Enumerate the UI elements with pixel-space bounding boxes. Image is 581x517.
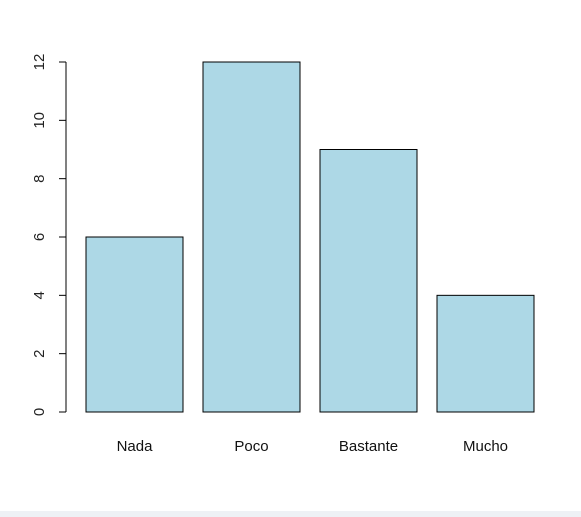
y-tick-label: 12 [31, 54, 48, 71]
bar-mucho [436, 294, 535, 413]
bottom-strip [0, 511, 581, 517]
x-category-label: Nada [117, 438, 154, 455]
bars [85, 61, 535, 413]
y-tick-label: 2 [31, 349, 48, 357]
y-tick-label: 6 [31, 233, 48, 241]
y-tick-label: 4 [31, 291, 48, 299]
x-category-label: Mucho [463, 438, 508, 455]
bar-nada [85, 236, 184, 413]
x-category-label: Poco [234, 438, 268, 455]
bar-bastante [319, 149, 418, 413]
y-axis: 0 2 4 6 8 10 12 [31, 54, 67, 416]
x-category-label: Bastante [339, 438, 398, 455]
bar-poco [202, 61, 301, 413]
y-tick-label: 10 [31, 112, 48, 129]
y-tick-label: 0 [31, 408, 48, 416]
x-labels: Nada Poco Bastante Mucho [117, 438, 508, 455]
y-tick-label: 8 [31, 174, 48, 182]
